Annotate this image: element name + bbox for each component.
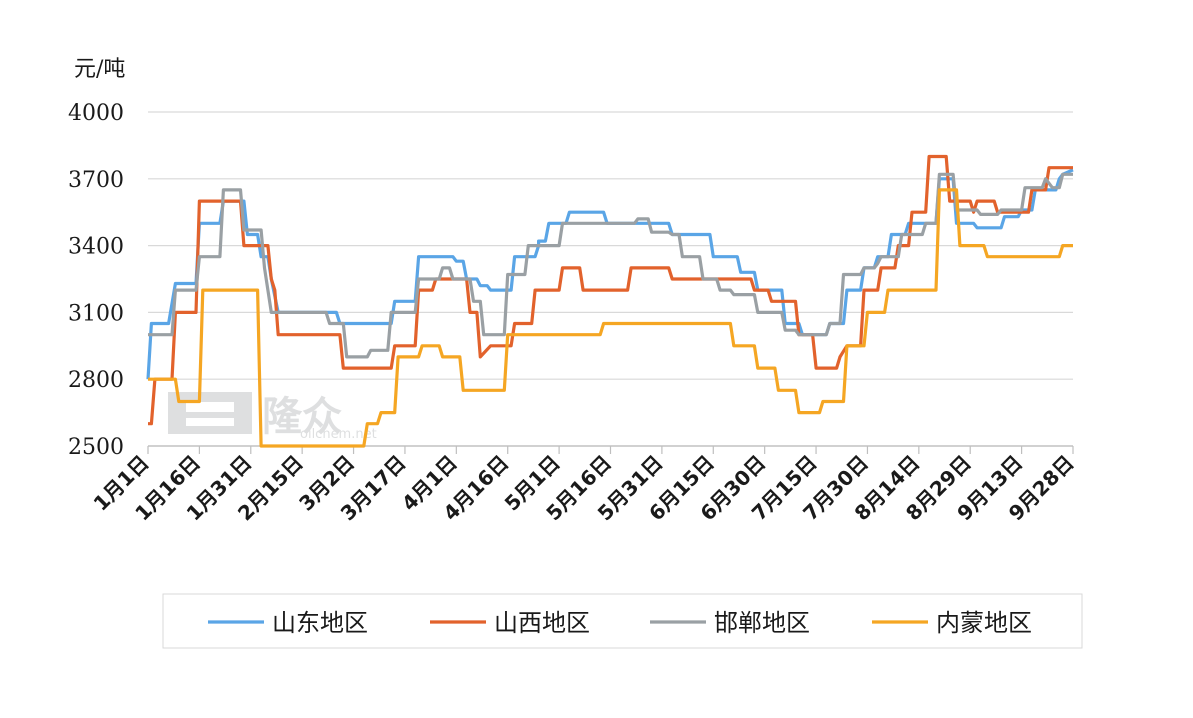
y-tick-label: 3100 bbox=[68, 301, 124, 326]
y-axis-unit-label: 元/吨 bbox=[74, 57, 125, 82]
watermark-logo bbox=[168, 392, 252, 434]
series-lines bbox=[146, 154, 1074, 448]
legend-label: 内蒙地区 bbox=[936, 609, 1032, 637]
legend-label: 山东地区 bbox=[272, 609, 368, 637]
y-axis-ticks: 2500 2800 3100 3400 3700 4000 bbox=[68, 101, 124, 460]
x-axis: 1月1日1月16日1月31日2月15日3月2日3月17日4月1日4月16日5月1… bbox=[89, 445, 1079, 525]
y-tick-label: 2800 bbox=[68, 368, 124, 393]
legend-label: 邯郸地区 bbox=[714, 609, 810, 637]
series-line bbox=[148, 172, 1073, 359]
y-tick-label: 2500 bbox=[68, 435, 124, 460]
legend: 山东地区 山西地区 邯郸地区 内蒙地区 bbox=[162, 593, 1083, 649]
watermark-subtext: oilchem.net bbox=[300, 427, 377, 442]
legend-box bbox=[162, 593, 1083, 649]
series-line bbox=[148, 188, 1073, 448]
y-tick-label: 4000 bbox=[68, 101, 124, 126]
y-tick-label: 3700 bbox=[68, 168, 124, 193]
series-line bbox=[146, 168, 1074, 380]
watermark: 隆众 oilchem.net bbox=[168, 392, 377, 442]
series-line bbox=[148, 154, 1073, 426]
watermark-text: 隆众 bbox=[262, 394, 342, 440]
y-tick-label: 3400 bbox=[68, 235, 124, 260]
legend-label: 山西地区 bbox=[494, 609, 590, 637]
